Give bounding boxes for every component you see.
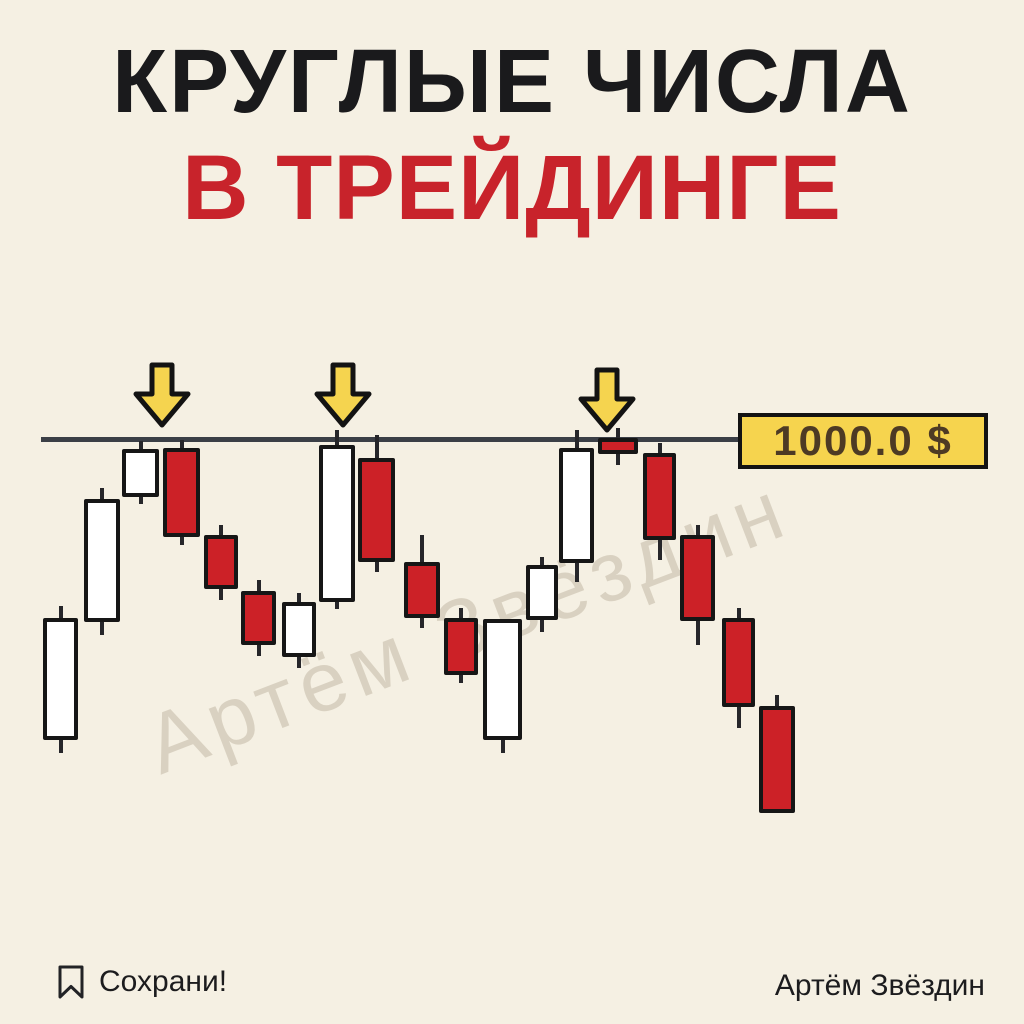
candle-down	[598, 438, 638, 454]
author-name: Артём Звёздин	[774, 969, 985, 1002]
candle-down	[680, 535, 715, 621]
resistance-line	[41, 437, 739, 442]
candle-down	[204, 535, 238, 589]
candle-down	[358, 458, 395, 562]
bookmark-icon	[58, 965, 84, 998]
down-arrow-icon	[133, 362, 191, 428]
candle-up	[282, 602, 316, 657]
save-cta: Сохрани!	[56, 960, 227, 1004]
candle-up	[84, 499, 120, 622]
candle-down	[444, 618, 478, 675]
candle-up	[483, 619, 522, 740]
save-label: Сохрани!	[99, 965, 228, 998]
candle-up	[43, 618, 78, 740]
candle-down	[404, 562, 440, 618]
down-arrow-icon	[578, 367, 636, 433]
candle-up	[559, 448, 594, 563]
page-title: КРУГЛЫЕ ЧИСЛА	[112, 32, 912, 132]
candle-down	[163, 448, 200, 537]
candle-up	[319, 445, 355, 602]
candle-down	[241, 591, 276, 645]
candle-down	[759, 706, 795, 813]
candle-down	[643, 453, 676, 540]
candle-up	[526, 565, 558, 620]
candle-up	[122, 449, 159, 497]
page-subtitle: В ТРЕЙДИНГЕ	[182, 137, 842, 239]
price-label-text: 1000.0 $	[773, 417, 953, 464]
price-label: 1000.0 $	[738, 413, 988, 469]
down-arrow-icon	[314, 362, 372, 428]
candle-down	[722, 618, 755, 707]
